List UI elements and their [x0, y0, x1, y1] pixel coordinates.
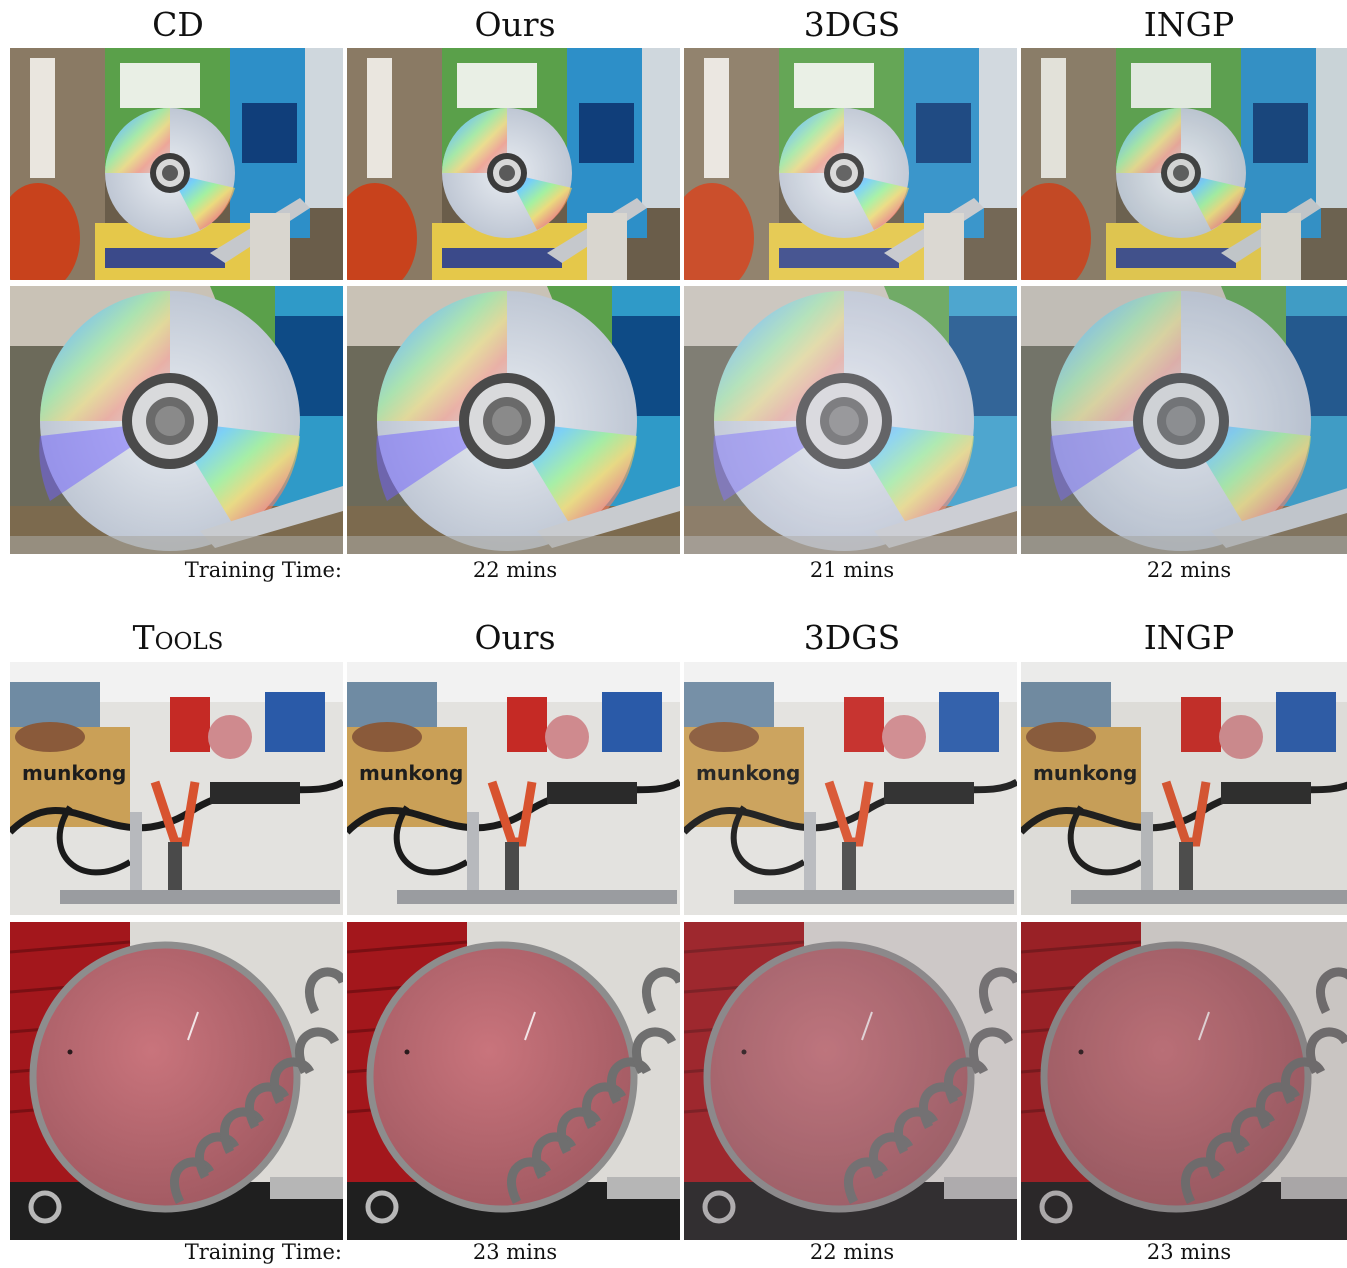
cd-zoom-ours-image — [347, 286, 680, 554]
training-time-3dgs: 21 mins — [809, 558, 895, 582]
column-header-ours: Ours — [474, 5, 556, 44]
column-header-ingp: INGP — [1143, 618, 1235, 657]
cd-overview-3dgs-image — [684, 48, 1017, 280]
training-time-ingp: 23 mins — [1146, 1240, 1232, 1264]
tools-overview-ingp-image — [1021, 662, 1347, 915]
column-header-3dgs: 3DGS — [803, 618, 901, 657]
cd-overview-ours-image — [347, 48, 680, 280]
training-time-label: Training Time: — [184, 1240, 342, 1264]
training-time-ours: 23 mins — [472, 1240, 558, 1264]
column-header-3dgs: 3DGS — [803, 5, 901, 44]
training-time-3dgs: 22 mins — [809, 1240, 895, 1264]
training-time-label: Training Time: — [184, 558, 342, 582]
tools-zoom-ours-image — [347, 922, 680, 1240]
cd-overview-groundtruth-image — [10, 48, 343, 280]
scene-title-tools: Tools — [132, 618, 224, 657]
tools-overview-ours-image — [347, 662, 680, 915]
cd-zoom-groundtruth-image — [10, 286, 343, 554]
tools-zoom-ingp-image — [1021, 922, 1347, 1240]
scene-title-cd: CD — [152, 5, 204, 44]
cd-overview-ingp-image — [1021, 48, 1347, 280]
cd-zoom-3dgs-image — [684, 286, 1017, 554]
tools-zoom-3dgs-image — [684, 922, 1017, 1240]
tools-overview-3dgs-image — [684, 662, 1017, 915]
cd-zoom-ingp-image — [1021, 286, 1347, 554]
column-header-ingp: INGP — [1143, 5, 1235, 44]
tools-zoom-groundtruth-image — [10, 922, 343, 1240]
training-time-ours: 22 mins — [472, 558, 558, 582]
training-time-ingp: 22 mins — [1146, 558, 1232, 582]
column-header-ours: Ours — [474, 618, 556, 657]
tools-overview-groundtruth-image — [10, 662, 343, 915]
